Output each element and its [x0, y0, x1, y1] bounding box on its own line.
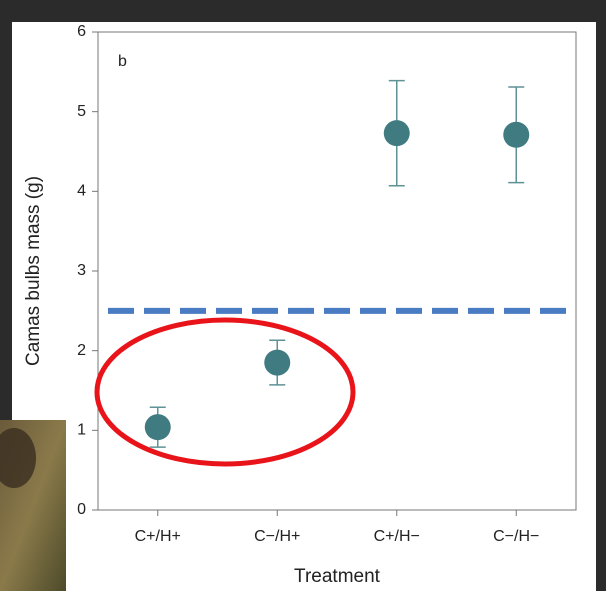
x-tick-label: C+/H+	[135, 528, 181, 545]
y-axis-label: Camas bulbs mass (g)	[23, 176, 44, 366]
y-tick-label: 3	[77, 262, 86, 279]
point	[264, 349, 291, 376]
y-tick-label: 5	[77, 103, 86, 120]
x-tick-label: C−/H+	[254, 528, 300, 545]
point	[144, 414, 171, 441]
x-axis-label: Treatment	[294, 566, 381, 587]
y-tick-label: 2	[77, 342, 86, 359]
x-tick-label: C−/H−	[493, 528, 539, 545]
point	[503, 121, 530, 148]
y-tick-label: 6	[77, 23, 86, 40]
y-tick-label: 1	[77, 422, 86, 439]
y-tick-label: 4	[77, 183, 86, 200]
point	[383, 120, 410, 147]
y-tick-label: 0	[77, 501, 86, 518]
x-tick-label: C+/H−	[374, 528, 420, 545]
chart-background	[12, 22, 596, 591]
photo-animal	[0, 428, 36, 488]
highlight-ellipse	[94, 317, 356, 467]
panel-label: b	[118, 53, 127, 70]
